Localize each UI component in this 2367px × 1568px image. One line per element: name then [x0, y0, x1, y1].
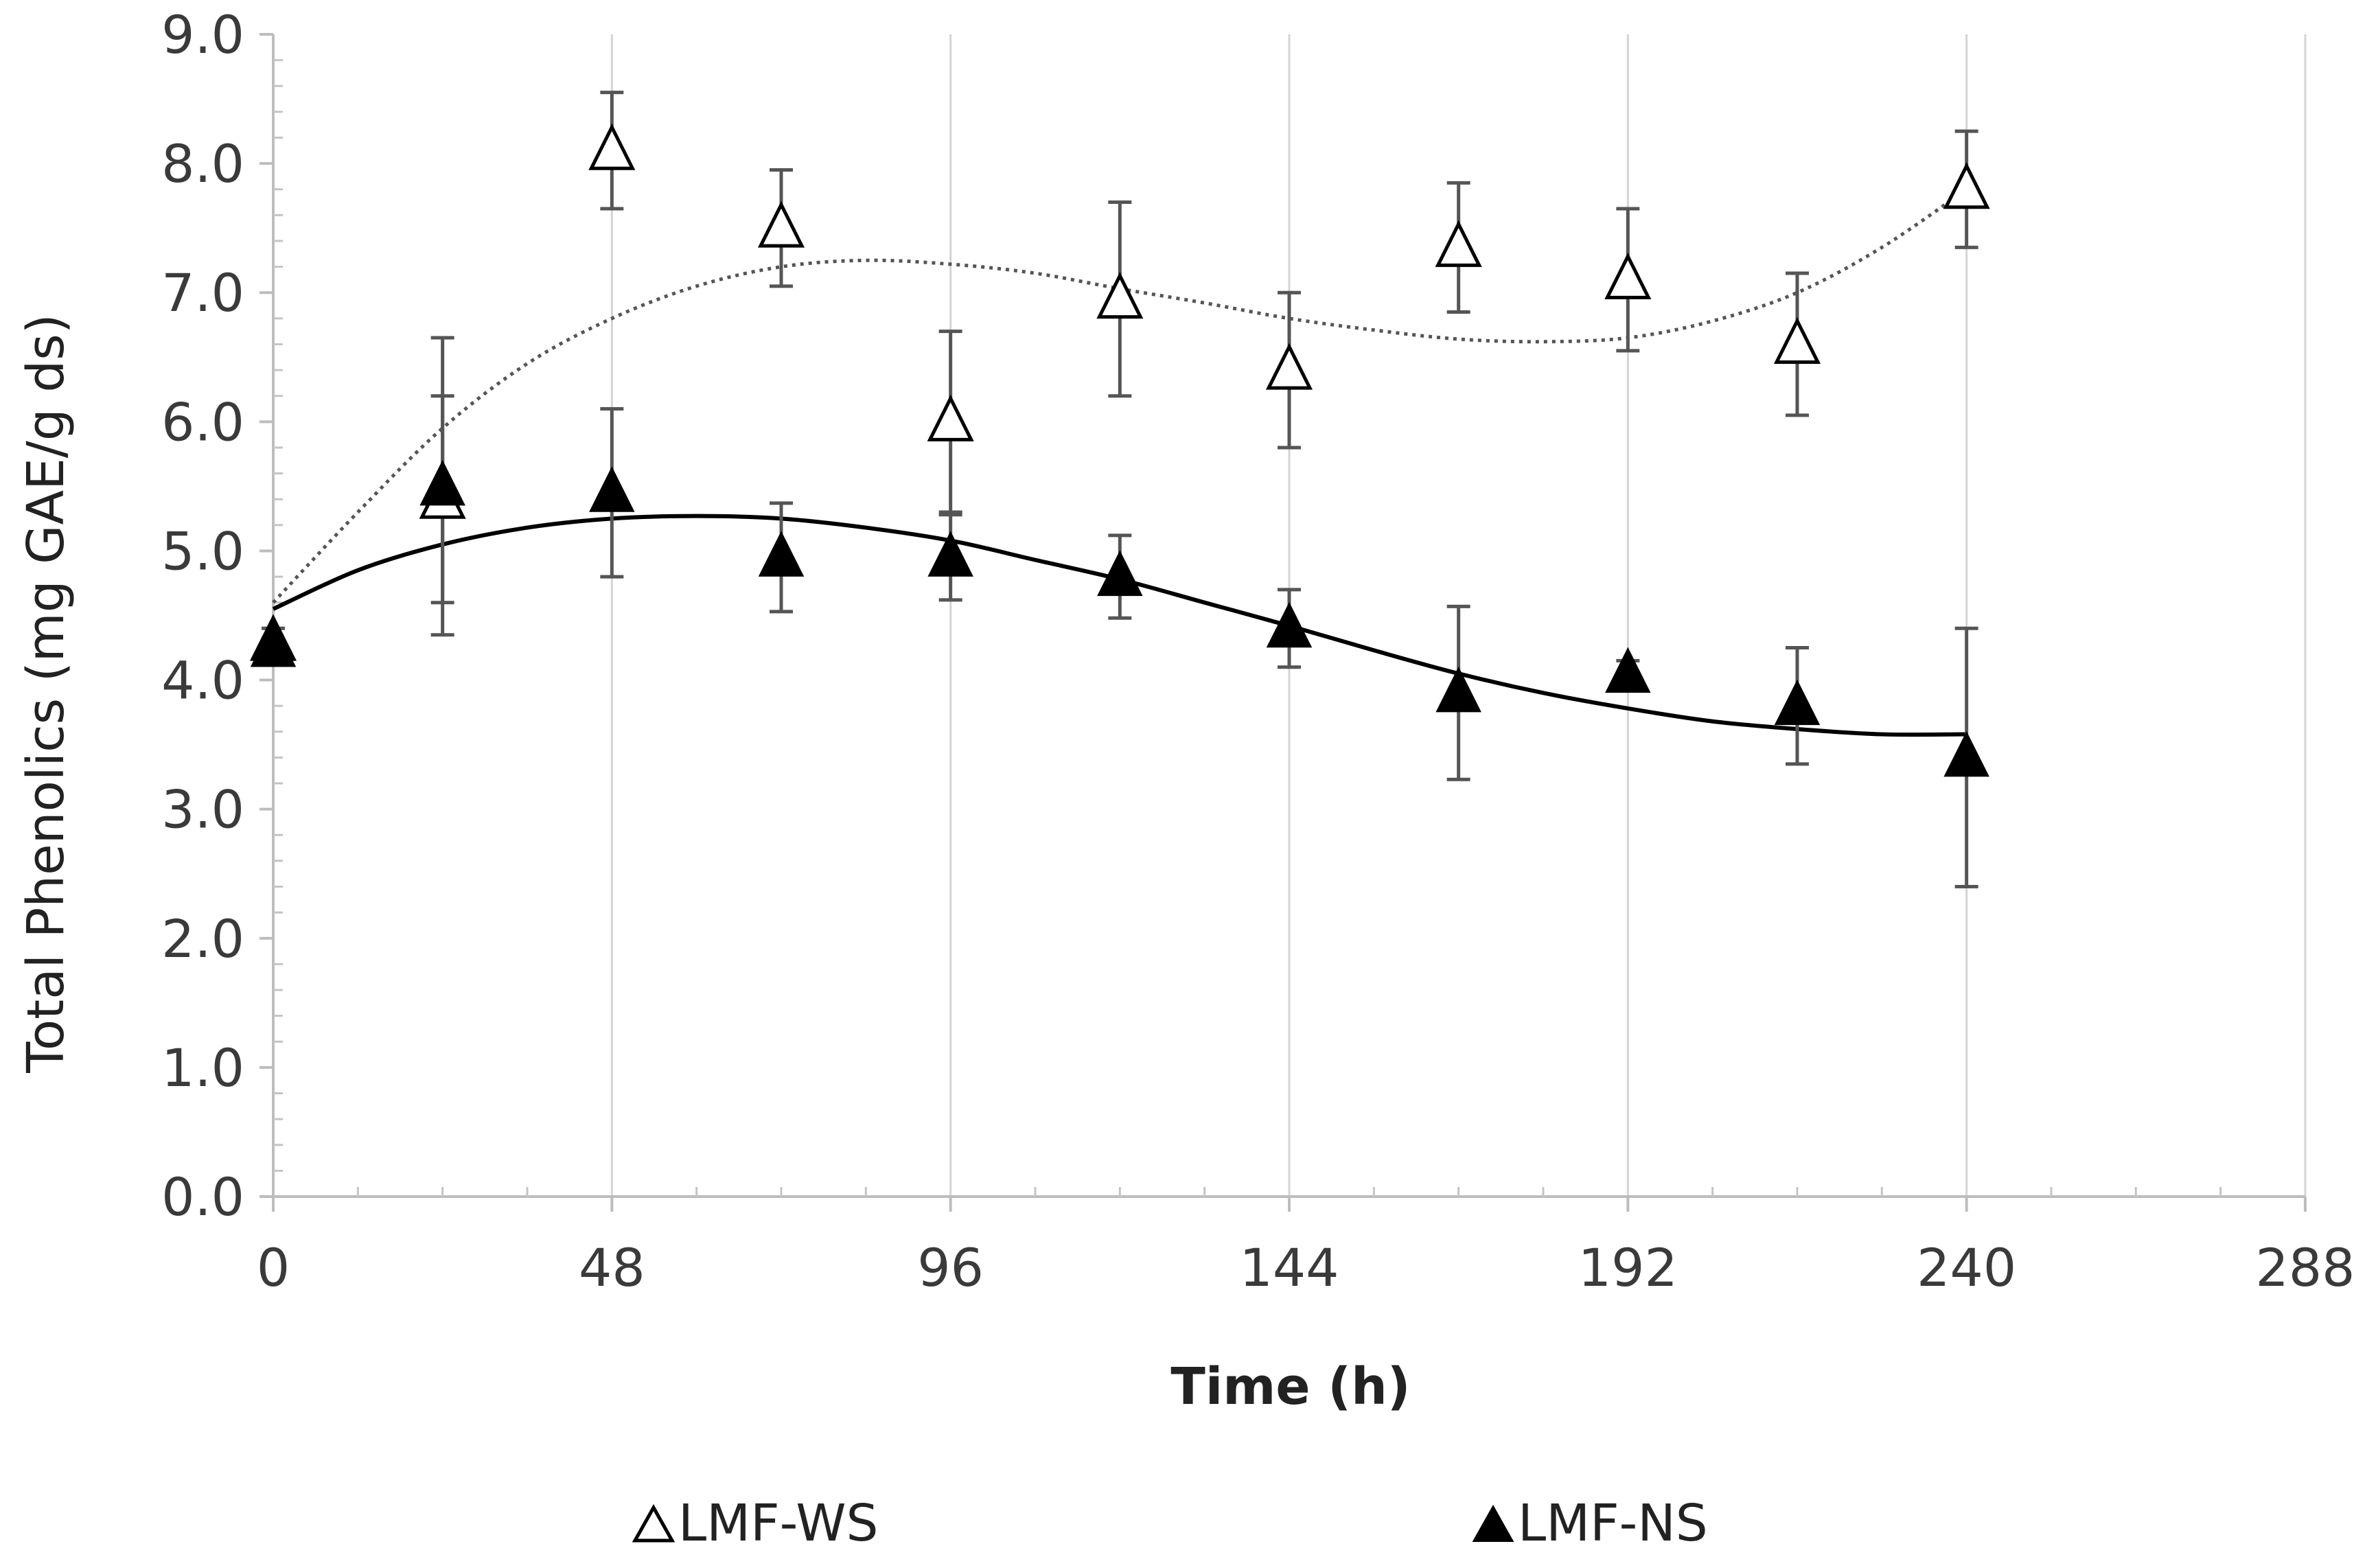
data-points [249, 123, 1990, 777]
y-tick-label: 6.0 [161, 391, 244, 452]
tick-labels: 0.0 1.0 2.0 3.0 4.0 5.0 6.0 7.0 8.0 9.0 0 48 96 144 19… [161, 4, 2355, 1298]
point-lmf-ns [1774, 679, 1821, 726]
y-axis-title: Total Phenolics (mg GAE/g ds) [16, 314, 76, 1073]
point-lmf-ns [250, 621, 297, 667]
x-tick-label: 144 [1239, 1237, 1339, 1298]
x-tick-label: 48 [579, 1237, 645, 1298]
legend-marker-lmf-ns [1472, 1504, 1514, 1542]
y-tick-label: 9.0 [161, 4, 244, 65]
x-tick-label: 192 [1578, 1237, 1678, 1298]
point-lmf-ns [1266, 601, 1313, 648]
point-lmf-ws [927, 394, 974, 441]
y-tick-label: 5.0 [161, 520, 244, 581]
point-lmf-ws [1943, 162, 1990, 209]
x-axis-title: Time (h) [1170, 1357, 1410, 1416]
x-tick-label: 96 [917, 1237, 984, 1298]
point-lmf-ns [419, 459, 465, 506]
point-lmf-ns [1097, 550, 1143, 597]
point-lmf-ws [1435, 220, 1482, 267]
y-tick-label: 4.0 [161, 650, 244, 711]
x-tick-label: 240 [1917, 1237, 2016, 1298]
legend-marker-lmf-ws [632, 1503, 676, 1543]
point-lmf-ns [758, 531, 805, 577]
y-tick-label: 0.0 [161, 1166, 244, 1227]
point-lmf-ns [1435, 666, 1481, 713]
legend: LMF-WS LMF-NS [632, 1494, 1708, 1553]
y-tick-label: 7.0 [161, 262, 244, 323]
x-tick-label: 0 [257, 1237, 290, 1298]
y-tick-label: 1.0 [161, 1037, 244, 1098]
point-lmf-ws [1096, 272, 1144, 319]
point-lmf-ns [927, 531, 973, 577]
point-lmf-ns [1943, 730, 1989, 777]
point-lmf-ws [1773, 316, 1821, 364]
x-tick-label: 288 [2255, 1237, 2355, 1298]
legend-label-lmf-ws: LMF-WS [678, 1494, 878, 1553]
point-lmf-ws [757, 200, 805, 248]
point-lmf-ws [1604, 252, 1652, 299]
legend-label-lmf-ns: LMF-NS [1518, 1494, 1708, 1553]
point-lmf-ws [1265, 343, 1313, 390]
point-lmf-ns [1605, 647, 1651, 693]
y-tick-label: 2.0 [161, 908, 244, 969]
point-lmf-ns [589, 466, 635, 512]
point-lmf-ws [588, 123, 636, 170]
y-tick-label: 3.0 [161, 779, 244, 840]
y-tick-label: 8.0 [161, 133, 244, 194]
